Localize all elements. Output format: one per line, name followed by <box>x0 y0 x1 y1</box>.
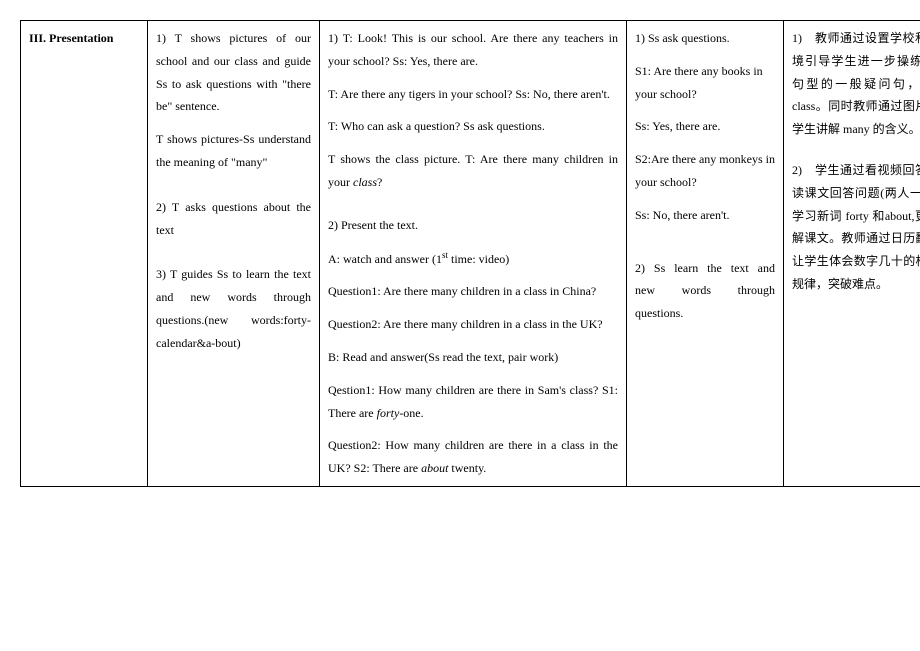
stage-header-cell: III. Presentation <box>21 21 148 487</box>
student-text: Ss: No, there aren't. <box>635 204 775 227</box>
student-text: S2:Are there any monkeys in your school? <box>635 148 775 194</box>
teacher-steps-cell: 1) T shows pictures of our school and ou… <box>148 21 320 487</box>
student-text: 2) Ss learn the text and new words throu… <box>635 257 775 325</box>
dialog-text: Question2: How many children are there i… <box>328 434 618 480</box>
dialog-text: T: Are there any tigers in your school? … <box>328 83 618 106</box>
dialog-text: T: Who can ask a question? Ss ask questi… <box>328 115 618 138</box>
student-text: S1: Are there any books in your school? <box>635 60 775 106</box>
dialog-text: 2) Present the text. <box>328 214 618 237</box>
student-text: Ss: Yes, there are. <box>635 115 775 138</box>
student-text: 1) Ss ask questions. <box>635 27 775 50</box>
step-text: T shows pictures-Ss understand the meani… <box>156 128 311 174</box>
purpose-text: 2) 学生通过看视频回答问题和阅读课文回答问题(两人一组)的环节学习新词 for… <box>792 159 920 296</box>
student-activity-cell: 1) Ss ask questions. S1: Are there any b… <box>627 21 784 487</box>
teacher-language-cell: 1) T: Look! This is our school. Are ther… <box>320 21 627 487</box>
dialog-text: A: watch and answer (1st time: video) <box>328 247 618 271</box>
table-row: III. Presentation 1) T shows pictures of… <box>21 21 920 487</box>
step-text: 3) T guides Ss to learn the text and new… <box>156 263 311 354</box>
step-text: 1) T shows pictures of our school and ou… <box>156 27 311 118</box>
purpose-cell: 1) 教师通过设置学校和班级的情境引导学生进一步操练 there be 句型的一… <box>784 21 920 487</box>
lesson-plan-table: III. Presentation 1) T shows pictures of… <box>20 20 920 487</box>
dialog-text: B: Read and answer(Ss read the text, pai… <box>328 346 618 369</box>
stage-header: III. Presentation <box>29 31 113 45</box>
dialog-text: T shows the class picture. T: Are there … <box>328 148 618 194</box>
dialog-text: Question2: Are there many children in a … <box>328 313 618 336</box>
dialog-text: Qestion1: How many children are there in… <box>328 379 618 425</box>
dialog-text: Question1: Are there many children in a … <box>328 280 618 303</box>
step-text: 2) T asks questions about the text <box>156 196 311 242</box>
purpose-text: 1) 教师通过设置学校和班级的情境引导学生进一步操练 there be 句型的一… <box>792 27 920 141</box>
dialog-text: 1) T: Look! This is our school. Are ther… <box>328 27 618 73</box>
